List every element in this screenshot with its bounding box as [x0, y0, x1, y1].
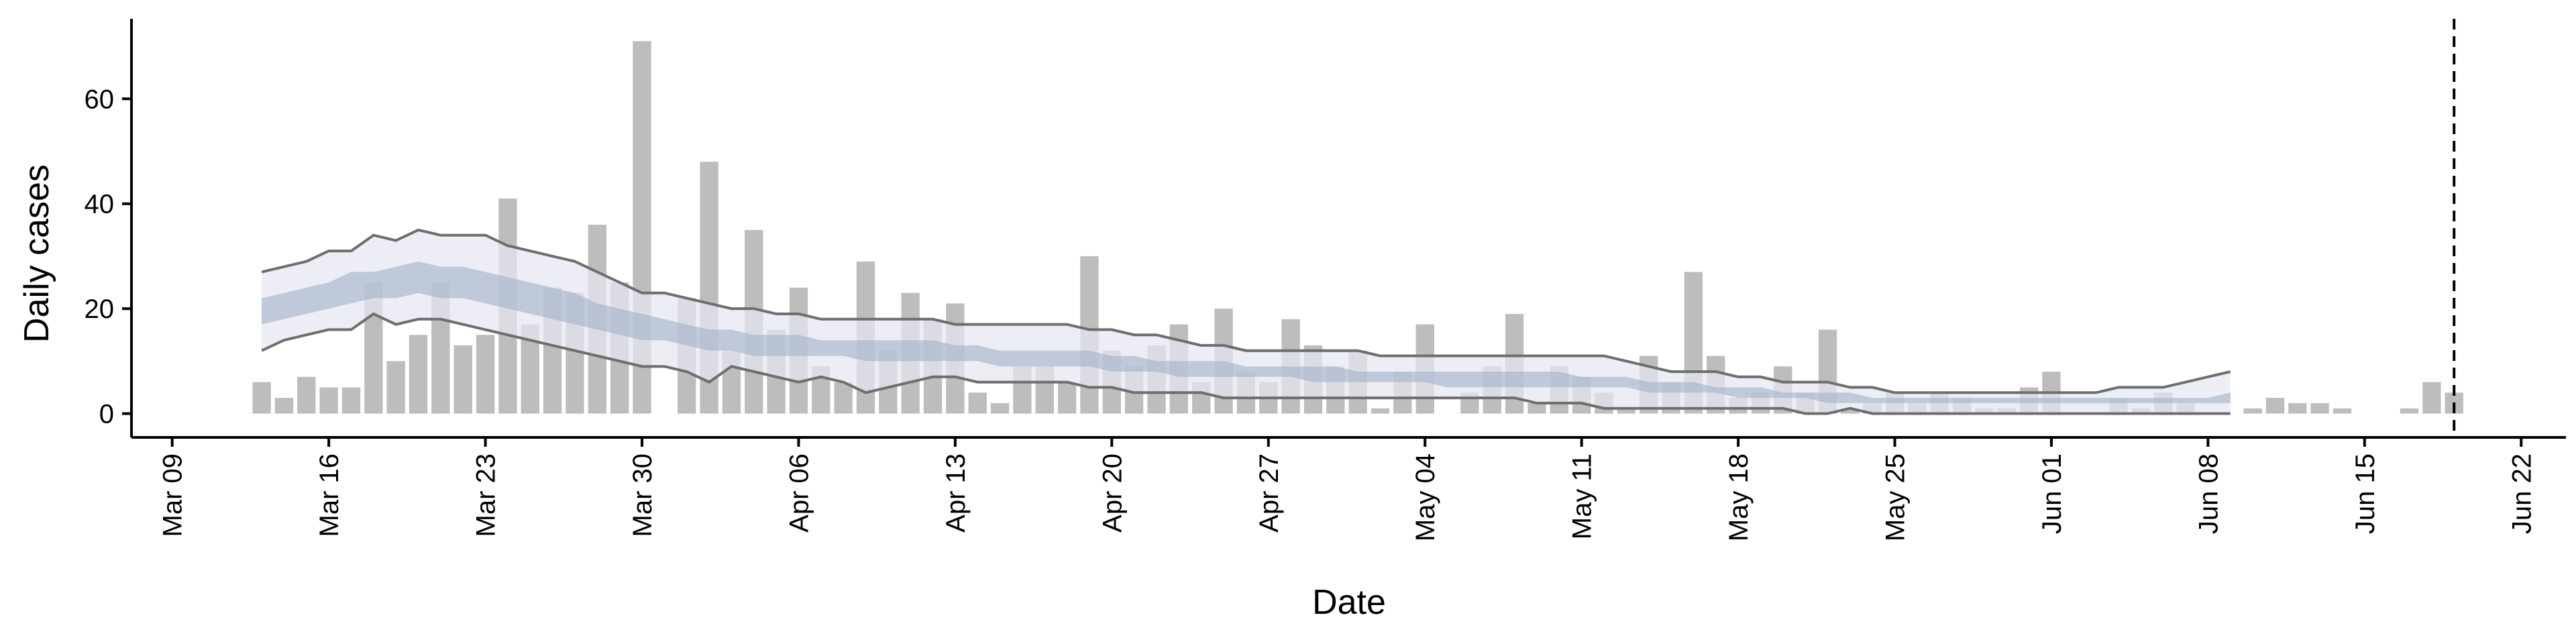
case-bar: [1371, 408, 1390, 414]
x-tick-label: Jun 08: [2194, 453, 2223, 534]
x-tick-label: Mar 23: [472, 453, 501, 537]
estimate-band-layer: [262, 229, 2231, 414]
case-bar: [453, 345, 472, 414]
x-tick-label: Jun 15: [2351, 453, 2380, 534]
case-bar: [319, 387, 338, 414]
case-bar: [2310, 402, 2329, 414]
case-bar: [2265, 398, 2285, 414]
x-tick-label: Mar 30: [628, 453, 657, 537]
case-bar: [2400, 408, 2419, 414]
y-tick-label: 40: [85, 190, 115, 219]
case-bar: [990, 402, 1010, 414]
case-bar: [2243, 408, 2262, 414]
case-bar: [1841, 408, 1860, 414]
case-bar: [341, 387, 361, 414]
x-tick-label: Apr 20: [1097, 453, 1127, 533]
case-bar: [476, 335, 495, 414]
y-tick-label: 60: [85, 85, 115, 114]
case-bar: [2332, 408, 2352, 414]
y-tick-label: 20: [85, 294, 115, 324]
x-tick-label: Jun 01: [2037, 453, 2067, 534]
case-bar: [297, 376, 316, 414]
lower-bound-line: [261, 312, 2231, 415]
inner-interval-band: [262, 261, 2231, 403]
case-bar: [968, 392, 987, 414]
axes-layer: 0 20 40 60 Mar 09 Mar 16 Mar 23 Mar 30 Apr 06 Apr…: [85, 19, 2566, 541]
case-bar: [252, 382, 271, 414]
x-tick-label: Mar 09: [158, 453, 188, 537]
x-tick-label: Apr 06: [785, 453, 814, 533]
y-axis-label: Daily cases: [17, 164, 56, 343]
case-bar: [834, 382, 853, 414]
case-bar: [1617, 408, 1636, 414]
case-bar: [409, 335, 428, 414]
x-tick-label: Apr 13: [941, 453, 971, 533]
bound-lines-layer: [261, 228, 2231, 415]
x-tick-label: Jun 22: [2507, 453, 2536, 534]
x-tick-label: May 04: [1411, 453, 1440, 541]
upper-bound-line: [261, 228, 2231, 394]
case-bar: [1527, 402, 1546, 414]
outer-interval-band: [262, 229, 2231, 414]
y-tick-label: 0: [99, 400, 114, 429]
x-tick-label: May 18: [1724, 453, 1754, 541]
x-tick-label: May 25: [1881, 453, 1911, 541]
x-tick-label: Mar 16: [315, 453, 344, 537]
case-bar: [2422, 382, 2441, 414]
x-tick-label: May 11: [1568, 453, 1597, 539]
x-tick-label: Apr 27: [1254, 453, 1284, 533]
case-bar: [1057, 382, 1077, 414]
case-bar: [386, 361, 405, 414]
case-bar: [2288, 402, 2307, 414]
x-axis-label: Date: [1312, 583, 1386, 622]
case-bar: [274, 398, 294, 414]
